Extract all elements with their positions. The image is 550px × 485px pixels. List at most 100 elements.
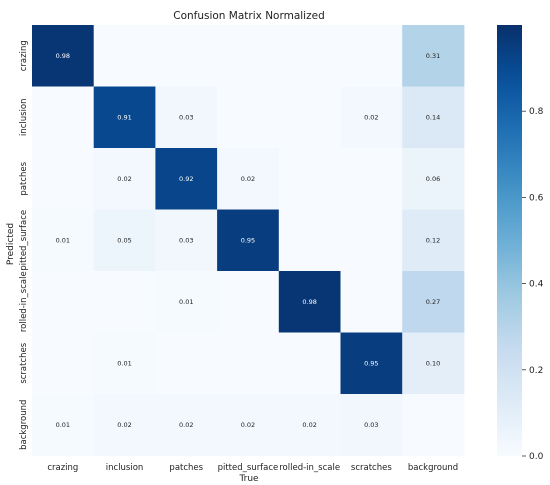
heatmap-cell (402, 86, 465, 149)
heatmap-cells: 0.98 0.31 0.91 0.03 0.02 0.14 0.02 0.92 0.02 0.06… (32, 25, 465, 456)
y-tick-label: inclusion (19, 98, 29, 136)
cell-value-label: 0.02 (364, 114, 378, 122)
colorbar-tick-label: 0.8 (529, 107, 544, 117)
cell-value-label: 0.14 (426, 114, 440, 122)
heatmap-cell (32, 332, 95, 395)
x-tick-label: background (408, 463, 458, 473)
cell-value-label: 0.98 (56, 52, 70, 60)
cell-value-label: 0.01 (179, 298, 193, 306)
y-tick-label: pitted_surface (19, 210, 29, 271)
heatmap-cell (340, 148, 403, 210)
x-tick-labels: crazing inclusion patches pitted_surface rol… (47, 463, 458, 473)
cell-value-label: 0.10 (426, 360, 440, 368)
heatmap-cell (217, 25, 280, 87)
y-tick-label: crazing (19, 40, 29, 71)
cell-value-label: 0.03 (364, 421, 378, 429)
y-axis-label: Predicted (6, 223, 16, 265)
heatmap-cell (217, 271, 280, 333)
heatmap-cell (278, 148, 341, 210)
chart-title: Confusion Matrix Normalized (173, 10, 325, 22)
heatmap-cell (402, 148, 465, 210)
cell-value-label: 0.31 (426, 52, 440, 60)
heatmap-cell (93, 394, 156, 456)
y-tick-label: patches (19, 161, 29, 195)
heatmap-cell (32, 148, 95, 210)
heatmap-cell (278, 25, 341, 87)
cell-value-label: 0.91 (117, 114, 131, 122)
heatmap-cell (93, 25, 156, 87)
heatmap-cell (32, 25, 95, 87)
cell-value-label: 0.03 (179, 237, 193, 245)
cell-value-label: 0.02 (241, 421, 255, 429)
heatmap-cell (217, 332, 280, 395)
heatmap-cell (155, 394, 218, 456)
cell-value-label: 0.02 (117, 421, 131, 429)
heatmap-cell (340, 394, 403, 456)
heatmap-cell (155, 332, 218, 395)
x-tick-label: crazing (47, 463, 78, 473)
heatmap-cell (155, 148, 218, 210)
heatmap-cell (402, 209, 465, 272)
x-axis-label: True (238, 474, 259, 484)
x-tick-label: scratches (351, 463, 392, 473)
heatmap-cell (93, 148, 156, 210)
x-tick-label: patches (169, 463, 203, 473)
cell-value-label: 0.95 (241, 237, 255, 245)
colorbar-tick-label: 0.4 (529, 280, 544, 290)
heatmap-cell (340, 271, 403, 333)
colorbar-tick-label: 0.6 (529, 193, 544, 203)
heatmap-cell (32, 271, 95, 333)
cell-value-label: 0.98 (302, 298, 316, 306)
cell-value-label: 0.02 (241, 175, 255, 183)
cell-value-label: 0.02 (179, 421, 193, 429)
cell-value-label: 0.05 (117, 237, 131, 245)
cell-value-label: 0.01 (117, 360, 131, 368)
heatmap-cell (402, 332, 465, 395)
heatmap-cell (340, 209, 403, 272)
heatmap-cell (217, 86, 280, 149)
heatmap-cell (217, 148, 280, 210)
heatmap-cell (93, 271, 156, 333)
y-tick-label: background (19, 400, 29, 450)
cell-value-label: 0.95 (364, 360, 378, 368)
heatmap-cell (278, 271, 341, 333)
heatmap-cell (155, 86, 218, 149)
cell-value-label: 0.03 (179, 114, 193, 122)
heatmap-cell (32, 209, 95, 272)
x-tick-label: inclusion (106, 463, 144, 473)
heatmap-cell (340, 86, 403, 149)
cell-value-label: 0.01 (56, 421, 70, 429)
heatmap-cell (402, 394, 465, 456)
cell-value-label: 0.27 (426, 298, 440, 306)
heatmap-cell (278, 394, 341, 456)
colorbar-ticks: 0.0 0.2 0.4 0.6 0.8 (522, 107, 544, 462)
heatmap-cell (32, 394, 95, 456)
cell-value-label: 0.01 (56, 237, 70, 245)
heatmap-cell (155, 271, 218, 333)
heatmap-cell (278, 86, 341, 149)
heatmap-cell (32, 86, 95, 149)
x-tick-label: pitted_surface (218, 463, 279, 473)
cell-value-label: 0.02 (117, 175, 131, 183)
heatmap-cell (340, 332, 403, 395)
heatmap-cell (217, 394, 280, 456)
heatmap-cell (155, 209, 218, 272)
colorbar-tick-label: 0.2 (529, 366, 543, 376)
heatmap-cell (93, 332, 156, 395)
cell-value-label: 0.02 (302, 421, 316, 429)
heatmap-cell (340, 25, 403, 87)
cell-value-label: 0.06 (426, 175, 440, 183)
heatmap-cell (155, 25, 218, 87)
x-tick-label: rolled-in_scale (279, 463, 340, 473)
heatmap-cell (93, 209, 156, 272)
heatmap-cell (217, 209, 280, 272)
colorbar (497, 25, 522, 456)
heatmap-cell (402, 271, 465, 333)
heatmap-cell (93, 86, 156, 149)
colorbar-tick-label: 0.0 (529, 452, 544, 462)
y-tick-label: scratches (19, 342, 29, 383)
y-tick-labels: crazing inclusion patches pitted_surfacerol… (19, 40, 29, 450)
cell-value-label: 0.12 (426, 237, 440, 245)
cell-value-label: 0.92 (179, 175, 193, 183)
